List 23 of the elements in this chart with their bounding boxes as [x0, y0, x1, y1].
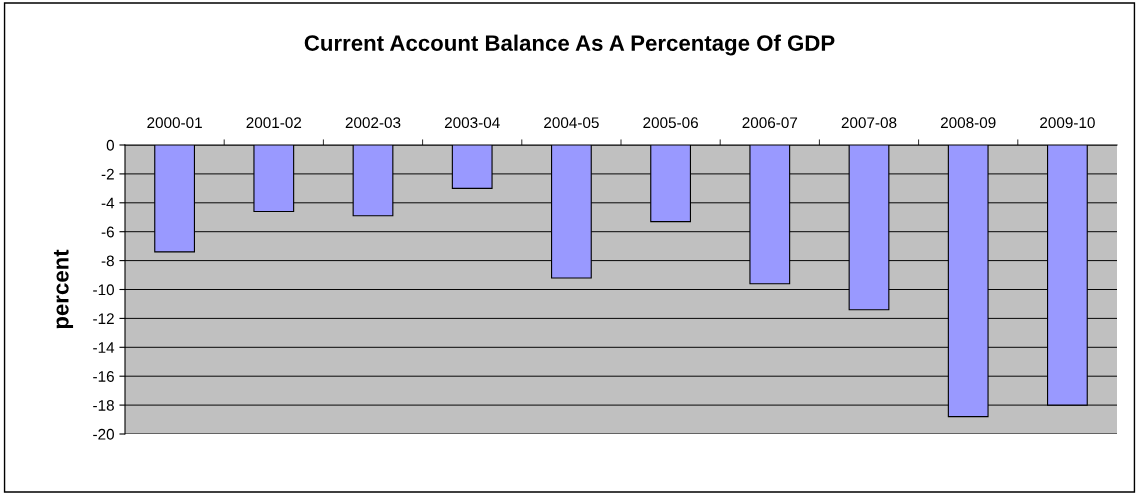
x-tick-label: 2000-01 — [147, 117, 202, 129]
y-tick-label: -12 — [93, 313, 114, 324]
y-tick-label: 0 — [106, 139, 114, 151]
x-tick-label: 2008-09 — [940, 117, 996, 129]
x-tick-label: 2002-03 — [345, 117, 401, 129]
x-tick-label: 2005-06 — [643, 117, 698, 129]
x-tick-label: 2004-05 — [544, 117, 599, 129]
y-tick-label: -4 — [101, 197, 115, 209]
x-tick-label: 2003-04 — [444, 117, 500, 129]
chart-title: Current Account Balance As A Percentage Of GDP — [304, 34, 835, 56]
x-tick-label: 2006-07 — [742, 117, 798, 129]
y-tick-label: -8 — [101, 255, 114, 267]
y-tick-label: -6 — [101, 226, 114, 238]
x-tick-label: 2007-08 — [841, 117, 897, 129]
x-tick-label: 2001-02 — [246, 117, 302, 129]
y-axis-title: percent — [53, 249, 74, 329]
y-tick-label: -14 — [93, 342, 115, 353]
y-tick-label: -16 — [93, 371, 114, 382]
x-tick-label: 2009-10 — [1040, 117, 1095, 129]
y-tick-label: -18 — [93, 399, 114, 411]
y-tick-label: -2 — [101, 168, 114, 180]
y-tick-label: -20 — [93, 428, 114, 440]
y-tick-label: -10 — [93, 284, 114, 296]
